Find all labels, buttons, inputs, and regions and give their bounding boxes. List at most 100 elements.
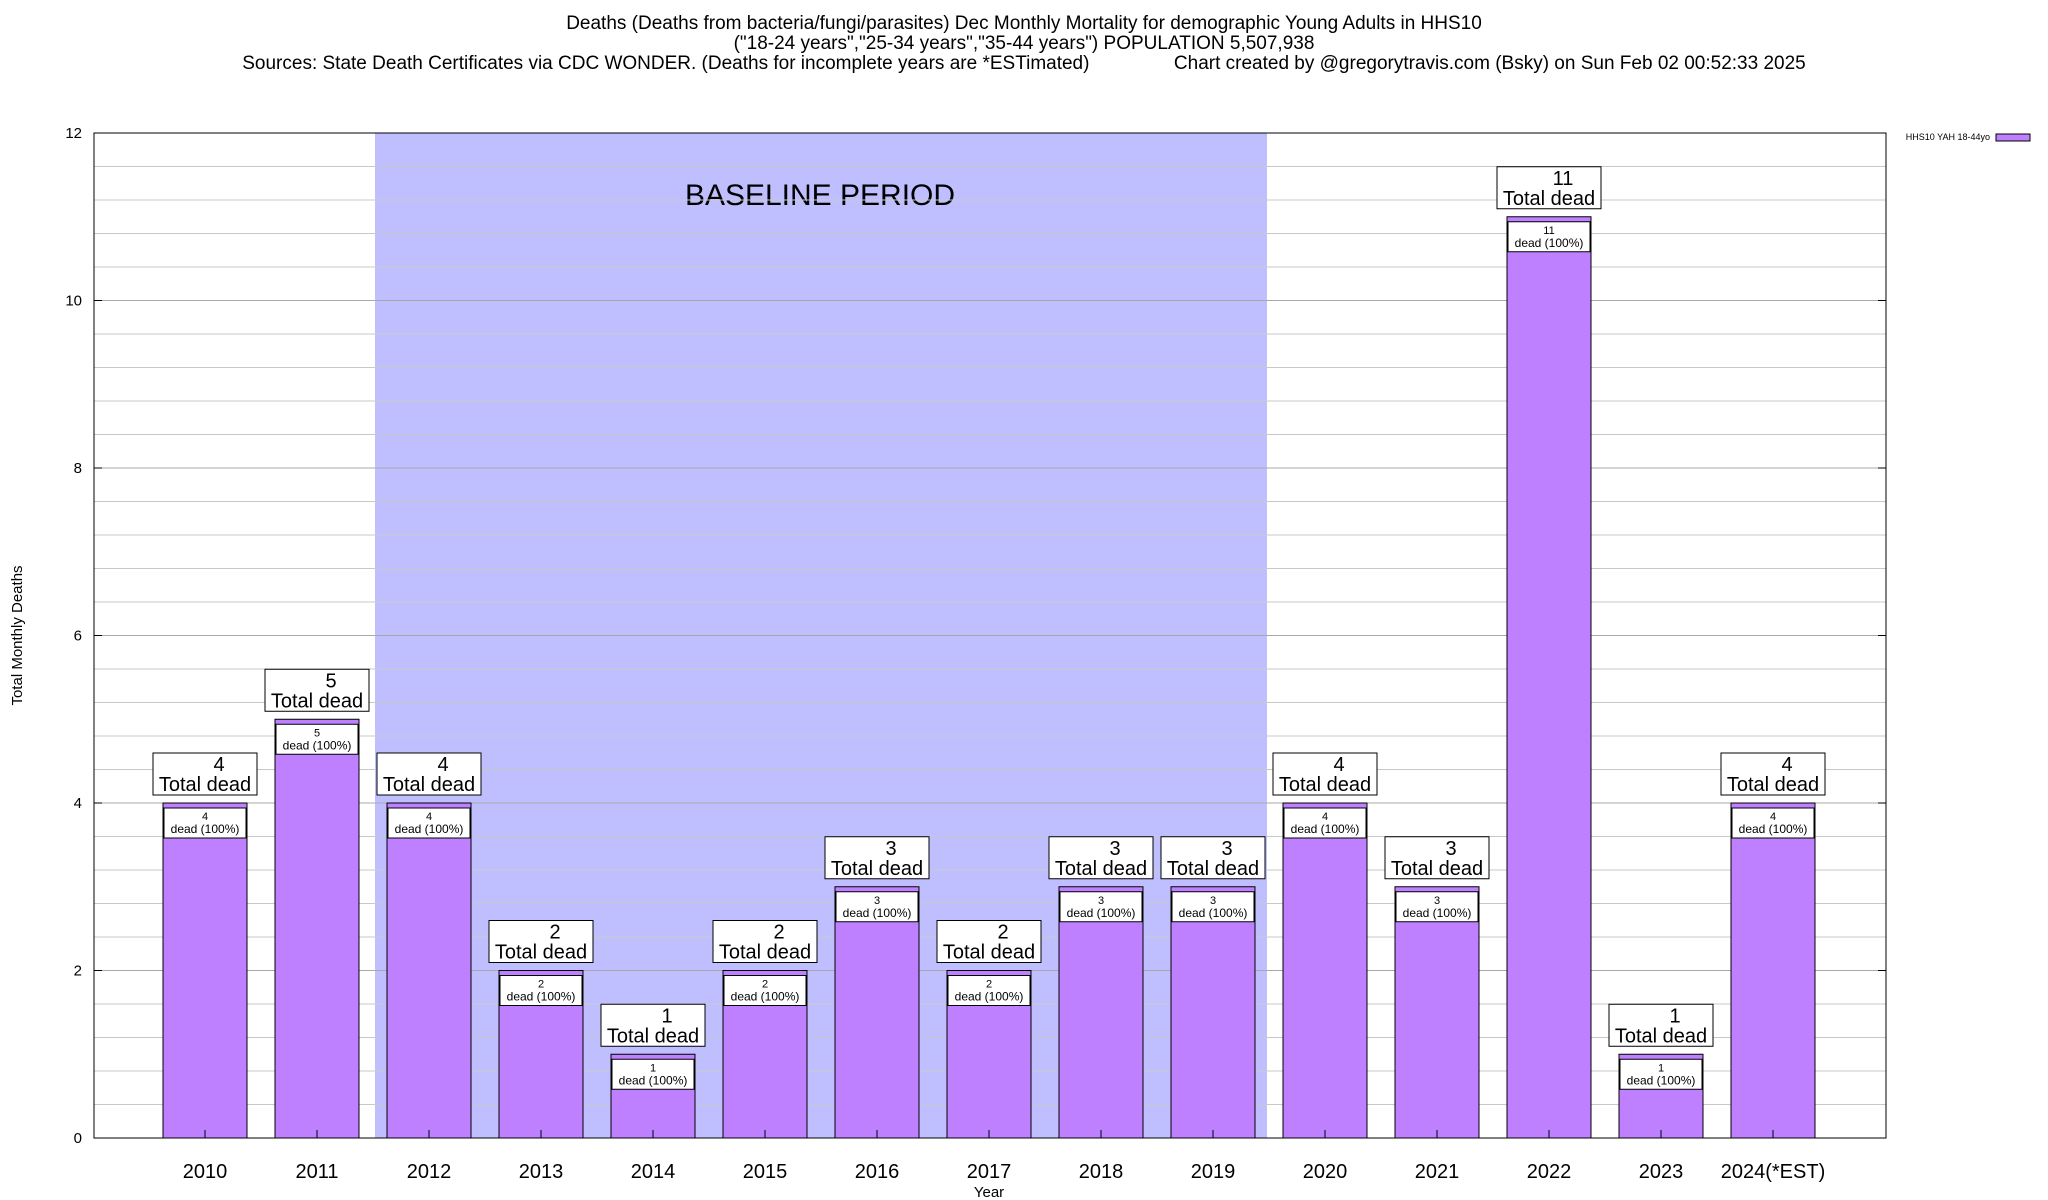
chart-sources-line: Sources: State Death Certificates via CD… <box>242 53 1806 74</box>
bar <box>1170 886 1256 1139</box>
bar-total-text-label: Total dead <box>607 1025 699 1047</box>
bar-inner-value-label: 4 <box>1322 811 1328 823</box>
bar-total-label-box <box>1272 752 1378 796</box>
bar-total-text-label: Total dead <box>1055 858 1147 880</box>
bar-inner-text-label: dead (100%) <box>283 738 352 752</box>
x-tick-label: 2013 <box>519 1161 564 1183</box>
y-tick-label: 8 <box>74 460 82 477</box>
bar-total-value-label: 4 <box>1781 754 1792 776</box>
bar-total-label-box <box>824 836 930 880</box>
x-tick-label: 2019 <box>1191 1161 1236 1183</box>
bar-inner-value-label: 3 <box>1098 895 1104 907</box>
bar-total-label-box <box>488 920 594 963</box>
bar-inner-text-label: dead (100%) <box>1515 236 1584 250</box>
bar-total-label-box <box>152 752 258 796</box>
x-tick-label: 2023 <box>1639 1161 1684 1183</box>
bar-inner-label-box <box>499 975 583 1006</box>
bar-inner-text-label: dead (100%) <box>1739 822 1808 836</box>
bar-total-text-label: Total dead <box>1503 188 1595 210</box>
bar-inner-value-label: 5 <box>314 727 320 739</box>
bar <box>162 802 248 1139</box>
y-tick-label: 2 <box>74 963 82 980</box>
x-tick-label: 2014 <box>631 1161 676 1183</box>
bar-inner-label-box <box>1395 891 1479 923</box>
bar-total-value-label: 3 <box>1445 838 1456 860</box>
x-tick-label: 2012 <box>407 1161 452 1183</box>
bar-total-text-label: Total dead <box>159 774 251 796</box>
bar-inner-label-box <box>835 891 919 923</box>
bar-inner-label-box <box>1283 807 1367 839</box>
chart-title-line-1: Deaths (Deaths from bacteria/fungi/paras… <box>566 13 1482 34</box>
x-tick-label: 2021 <box>1415 1161 1460 1183</box>
bar-total-value-label: 1 <box>1669 1005 1680 1027</box>
bar-inner-text-label: dead (100%) <box>171 822 240 836</box>
bar-total-text-label: Total dead <box>383 774 475 796</box>
bar-inner-label-box <box>1507 221 1591 253</box>
x-tick-label: 2020 <box>1303 1161 1348 1183</box>
chart-title-line-2: ("18-24 years","25-34 years","35-44 year… <box>733 33 1315 54</box>
bar-total-value-label: 3 <box>1221 838 1232 860</box>
bar-total-label-box <box>1384 836 1490 880</box>
bar-inner-value-label: 2 <box>986 979 992 991</box>
bar-inner-value-label: 3 <box>1434 895 1440 907</box>
bar-inner-text-label: dead (100%) <box>395 822 464 836</box>
bar-inner-text-label: dead (100%) <box>955 990 1024 1004</box>
bar-inner-value-label: 3 <box>1210 895 1216 907</box>
bar-inner-value-label: 4 <box>1770 811 1776 823</box>
bar-inner-value-label: 4 <box>426 811 432 823</box>
bar-total-label-box <box>1160 836 1266 880</box>
x-tick-label: 2018 <box>1079 1161 1124 1183</box>
y-tick-label: 10 <box>65 293 82 310</box>
bar <box>1058 886 1144 1139</box>
bar-inner-value-label: 11 <box>1543 225 1554 237</box>
bar-inner-label-box <box>387 807 471 839</box>
bar-inner-label-box <box>723 975 807 1006</box>
bar-total-value-label: 5 <box>325 670 336 692</box>
bar-total-text-label: Total dead <box>1167 858 1259 880</box>
bar-inner-text-label: dead (100%) <box>1627 1073 1696 1087</box>
bar-inner-label-box <box>1059 891 1143 923</box>
bar-total-text-label: Total dead <box>1727 774 1819 796</box>
bar-inner-text-label: dead (100%) <box>1179 906 1248 920</box>
bar-inner-value-label: 1 <box>650 1062 656 1074</box>
bar-total-label-box <box>1608 1003 1714 1047</box>
bar-inner-text-label: dead (100%) <box>1291 822 1360 836</box>
bar-inner-text-label: dead (100%) <box>507 990 576 1004</box>
bar-total-text-label: Total dead <box>495 942 587 964</box>
x-tick-label: 2015 <box>743 1161 788 1183</box>
legend-label: HHS10 YAH 18-44yo <box>1906 132 1990 142</box>
bar-inner-value-label: 1 <box>1658 1062 1664 1074</box>
bar-total-text-label: Total dead <box>1615 1025 1707 1047</box>
bar-total-value-label: 4 <box>213 754 224 776</box>
x-tick-label: 2022 <box>1527 1161 1572 1183</box>
legend-swatch <box>1995 133 2031 142</box>
bar-total-value-label: 4 <box>1333 754 1344 776</box>
bar <box>1730 802 1816 1139</box>
bar-total-text-label: Total dead <box>1391 858 1483 880</box>
y-tick-label: 4 <box>74 795 82 812</box>
x-tick-label: 2016 <box>855 1161 900 1183</box>
bar-total-value-label: 2 <box>773 922 784 944</box>
y-tick-label: 6 <box>74 628 82 645</box>
bar <box>274 718 360 1139</box>
bar-total-value-label: 11 <box>1553 168 1574 190</box>
bar-inner-label-box <box>1171 891 1255 923</box>
baseline-period-label: BASELINE PERIOD <box>685 179 955 212</box>
bar-total-text-label: Total dead <box>831 858 923 880</box>
bar <box>1282 802 1368 1139</box>
bar-total-label-box <box>264 668 370 712</box>
bar-inner-value-label: 2 <box>538 979 544 991</box>
bar-inner-label-box <box>1619 1058 1703 1090</box>
bar-inner-text-label: dead (100%) <box>1067 906 1136 920</box>
x-tick-label: 2017 <box>967 1161 1012 1183</box>
bar-inner-text-label: dead (100%) <box>1403 906 1472 920</box>
